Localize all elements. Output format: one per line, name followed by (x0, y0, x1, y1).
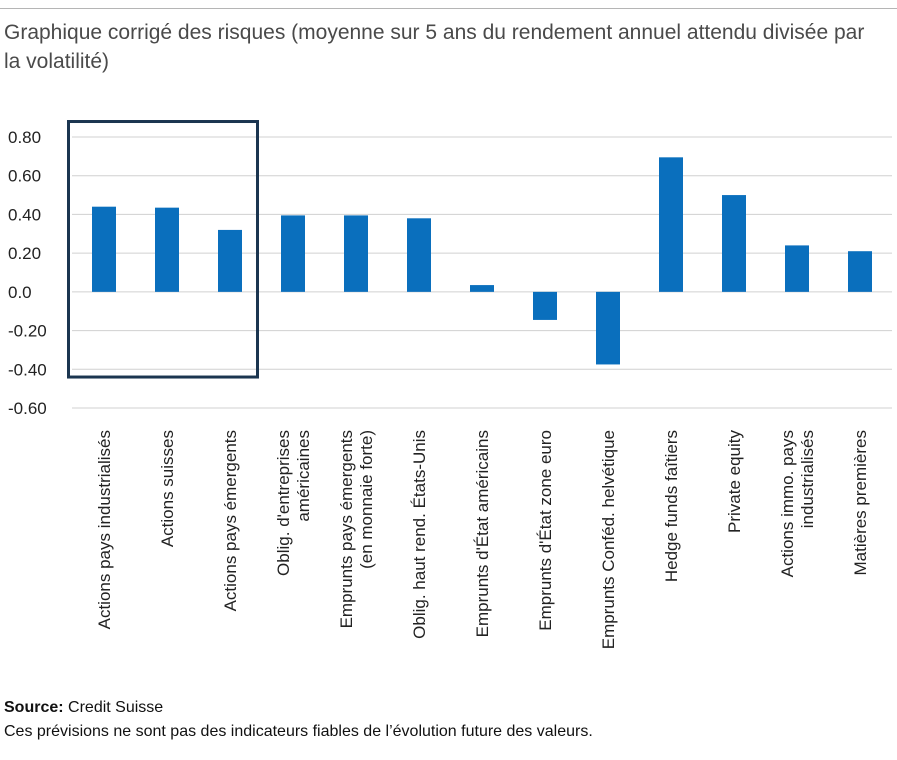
bar (155, 207, 179, 292)
x-tick-label-line: Actions immo. pays (778, 430, 797, 577)
bar (218, 229, 242, 292)
x-tick-label-line: américaines (294, 430, 313, 522)
disclaimer: Ces prévisions ne sont pas des indicateu… (4, 723, 593, 740)
y-tick-label: 0.0 (8, 283, 32, 302)
x-tick-label-line: Actions pays émergents (221, 430, 240, 611)
x-tick-label: Oblig. haut rend. États-Unis (410, 430, 429, 639)
bar (659, 157, 683, 292)
x-tick-label: Actions suisses (158, 430, 177, 547)
x-tick-label: Emprunts pays émergents (en monnaie forte… (337, 430, 376, 628)
x-tick-label-line: Actions pays industrialisés (95, 430, 114, 629)
x-tick-label: Actions pays émergents (221, 430, 240, 611)
source-label: Source: (4, 699, 64, 716)
bar (848, 251, 872, 292)
x-tick-label-line: Emprunts Conféd. helvétique (599, 430, 618, 649)
y-tick-label: -0.60 (8, 399, 47, 418)
y-tick-label: 0.60 (8, 167, 41, 186)
x-tick-label: Actions immo. pays industrialisés (778, 430, 817, 577)
x-tick-label-line: Oblig. d'entreprises (274, 430, 293, 576)
bar (407, 218, 431, 292)
x-tick-label-line: industrialisés (798, 430, 817, 528)
chart-title: Graphique corrigé des risques (moyenne s… (4, 21, 865, 73)
y-tick-label: 0.80 (8, 128, 41, 147)
bar (596, 291, 620, 365)
highlight-box (67, 120, 259, 379)
bar (785, 245, 809, 292)
x-tick-label: Oblig. d'entreprises américaines (274, 430, 313, 576)
y-tick-label: -0.20 (8, 322, 47, 341)
x-tick-label-line: Matières premières (851, 430, 870, 576)
bar (92, 206, 116, 292)
x-tick-label: Matières premières (851, 430, 870, 576)
x-tick-label-line: Emprunts d'État américains (473, 430, 492, 637)
top-rule (0, 8, 897, 9)
bar (533, 291, 557, 320)
x-tick-label: Private equity (725, 430, 744, 533)
x-tick-label-line: Emprunts d'État zone euro (536, 430, 555, 631)
bar (281, 215, 305, 292)
x-tick-label-line: Private equity (725, 430, 744, 533)
y-tick-label: -0.40 (8, 360, 47, 379)
bar (344, 215, 368, 292)
bar-chart: 0.80 0.60 0.40 0.20 0.0 -0.20 -0.40 -0.60 Action… (8, 120, 892, 649)
x-tick-label-line: Oblig. haut rend. États-Unis (410, 430, 429, 639)
bar (470, 285, 494, 292)
x-tick-label-line: (en monnaie forte) (357, 430, 376, 569)
source-value: Credit Suisse (68, 699, 164, 716)
source-line: Source: Credit Suisse (4, 698, 163, 718)
x-tick-label: Emprunts Conféd. helvétique (599, 430, 618, 649)
x-tick-label: Emprunts d'État américains (473, 430, 492, 637)
y-tick-label: 0.40 (8, 205, 41, 224)
x-tick-label: Emprunts d'État zone euro (536, 430, 555, 631)
x-tick-label: Actions pays industrialisés (95, 430, 114, 629)
x-tick-label-line: Emprunts pays émergents (337, 430, 356, 628)
x-tick-label-line: Actions suisses (158, 430, 177, 547)
x-tick-label-line: Hedge funds faîtiers (662, 430, 681, 582)
x-tick-label: Hedge funds faîtiers (662, 430, 681, 582)
bar (722, 195, 746, 292)
y-tick-label: 0.20 (8, 244, 41, 263)
